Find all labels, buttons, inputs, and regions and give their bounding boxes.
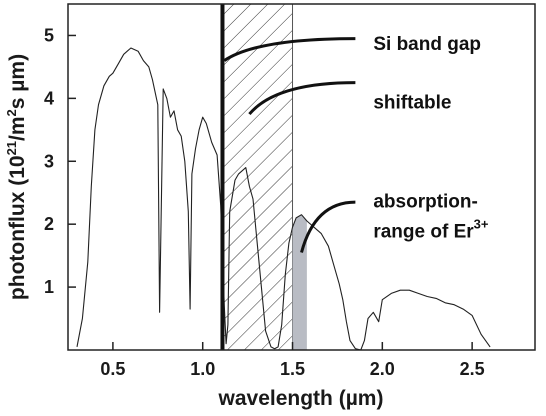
annotation-arrow — [223, 37, 356, 62]
y-tick-label: 1 — [44, 277, 54, 297]
y-tick-label: 5 — [44, 25, 54, 45]
annotation-arrow — [248, 81, 356, 116]
x-tick-label: 2.0 — [370, 359, 395, 379]
plot-border — [67, 3, 536, 351]
x-axis-title: wavelength (µm) — [218, 387, 384, 410]
spectrum-series — [76, 47, 491, 350]
annotation-label: shiftable — [373, 93, 451, 114]
y-axis-title: photonflux (1021/m2s µm) — [4, 54, 29, 300]
annotation-label: absorption- — [373, 191, 478, 212]
x-tick-label: 2.5 — [460, 359, 485, 379]
er-absorption-region — [292, 214, 307, 350]
spectrum-line — [76, 47, 491, 350]
hatched-shiftable-region — [221, 3, 294, 351]
annotation-label: range of Er3+ — [373, 216, 489, 242]
x-tick-label: 0.5 — [100, 359, 125, 379]
x-tick-label: 1.0 — [190, 359, 215, 379]
annotation-label: Si band gap — [373, 34, 481, 55]
y-tick-label: 3 — [44, 151, 54, 171]
plot-frame — [67, 3, 536, 351]
y-tick-label: 4 — [44, 88, 54, 108]
annotation-arrow — [300, 200, 356, 253]
annotations: Si band gap shiftable absorption-range of … — [223, 34, 489, 253]
y-tick-label: 2 — [44, 214, 54, 234]
axis-ticks: 0.5 1.0 1.5 2.0 2.5 1 2 3 4 5 — [44, 25, 485, 379]
x-tick-label: 1.5 — [280, 359, 305, 379]
